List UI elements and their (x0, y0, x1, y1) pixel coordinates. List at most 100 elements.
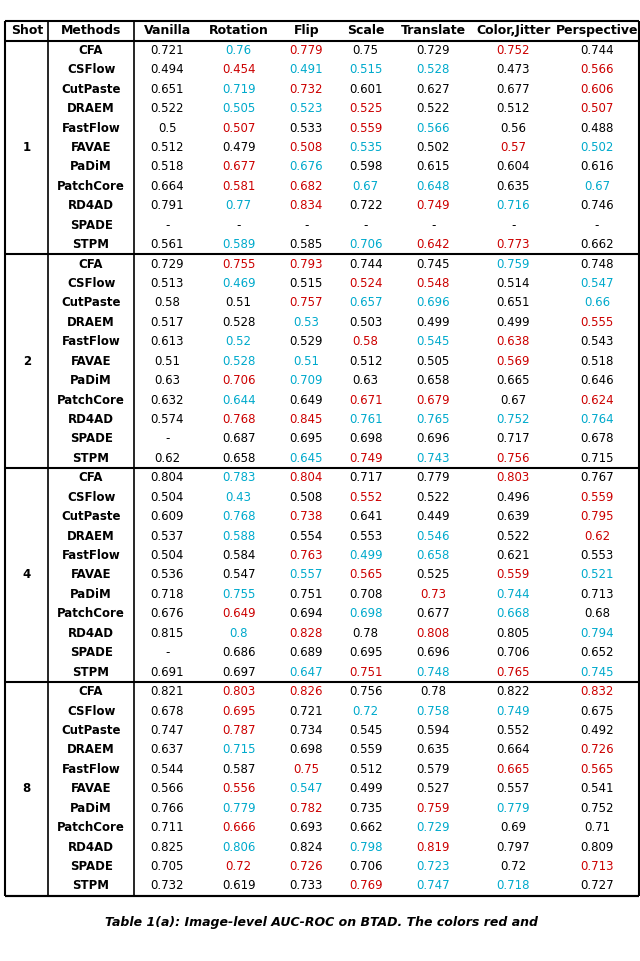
Text: 0.752: 0.752 (580, 801, 614, 815)
Text: 0.513: 0.513 (150, 277, 184, 290)
Text: 0.449: 0.449 (417, 510, 450, 523)
Text: 0.765: 0.765 (417, 413, 450, 426)
Text: 0.745: 0.745 (580, 666, 614, 678)
Text: 0.589: 0.589 (222, 238, 255, 251)
Text: 0.75: 0.75 (293, 763, 319, 776)
Text: 0.69: 0.69 (500, 821, 526, 834)
Text: PaDiM: PaDiM (70, 801, 112, 815)
Text: 0.718: 0.718 (497, 879, 530, 893)
Text: 0.647: 0.647 (289, 666, 323, 678)
Text: 0.651: 0.651 (150, 83, 184, 96)
Text: 0.696: 0.696 (417, 646, 450, 659)
Text: 0.706: 0.706 (222, 374, 255, 387)
Text: 0.559: 0.559 (580, 491, 614, 504)
Text: 0.621: 0.621 (497, 549, 530, 562)
Text: 0.743: 0.743 (417, 452, 450, 465)
Text: 0.604: 0.604 (497, 160, 530, 173)
Text: 0.504: 0.504 (150, 491, 184, 504)
Text: 0.541: 0.541 (580, 782, 614, 796)
Text: 0.522: 0.522 (497, 530, 530, 543)
Text: 0.63: 0.63 (353, 374, 379, 387)
Text: 0.791: 0.791 (150, 199, 184, 212)
Text: 0.666: 0.666 (222, 821, 255, 834)
Text: 0.53: 0.53 (293, 316, 319, 329)
Text: 0.797: 0.797 (497, 841, 530, 853)
Text: 0.755: 0.755 (222, 258, 255, 271)
Text: DRAEM: DRAEM (67, 744, 115, 756)
Text: 0.72: 0.72 (225, 860, 252, 873)
Text: Flip: Flip (294, 24, 319, 37)
Text: 0.696: 0.696 (417, 432, 450, 446)
Text: 0.546: 0.546 (417, 530, 450, 543)
Text: 0.559: 0.559 (497, 569, 530, 581)
Text: 0.649: 0.649 (289, 394, 323, 407)
Text: 0.517: 0.517 (150, 316, 184, 329)
Text: 0.744: 0.744 (580, 44, 614, 57)
Text: 0.748: 0.748 (417, 666, 450, 678)
Text: 0.687: 0.687 (222, 432, 255, 446)
Text: CFA: CFA (79, 258, 103, 271)
Text: Translate: Translate (401, 24, 466, 37)
Text: -: - (304, 219, 308, 232)
Text: 0.735: 0.735 (349, 801, 382, 815)
Text: -: - (511, 219, 515, 232)
Text: CSFlow: CSFlow (67, 63, 115, 76)
Text: 0.677: 0.677 (417, 607, 450, 621)
Text: 0.755: 0.755 (222, 588, 255, 601)
Text: 0.763: 0.763 (289, 549, 323, 562)
Text: 0.518: 0.518 (150, 160, 184, 173)
Text: Methods: Methods (61, 24, 121, 37)
Text: 0.713: 0.713 (580, 588, 614, 601)
Text: 0.559: 0.559 (349, 744, 382, 756)
Text: 1: 1 (23, 141, 31, 154)
Text: 0.58: 0.58 (154, 296, 180, 309)
Text: 0.494: 0.494 (150, 63, 184, 76)
Text: 0.719: 0.719 (222, 83, 255, 96)
Text: -: - (595, 219, 599, 232)
Text: 0.804: 0.804 (150, 471, 184, 484)
Text: 0.824: 0.824 (289, 841, 323, 853)
Text: 0.806: 0.806 (222, 841, 255, 853)
Text: 4: 4 (22, 569, 31, 581)
Text: 0.657: 0.657 (349, 296, 383, 309)
Text: 0.793: 0.793 (289, 258, 323, 271)
Text: 0.698: 0.698 (349, 432, 383, 446)
Text: 0.757: 0.757 (289, 296, 323, 309)
Text: 0.677: 0.677 (497, 83, 530, 96)
Text: 0.749: 0.749 (417, 199, 450, 212)
Text: RD4AD: RD4AD (68, 627, 114, 640)
Text: 0.522: 0.522 (417, 102, 450, 115)
Text: 0.637: 0.637 (150, 744, 184, 756)
Text: Scale: Scale (347, 24, 385, 37)
Text: 0.566: 0.566 (417, 121, 450, 135)
Text: 0.845: 0.845 (290, 413, 323, 426)
Text: RD4AD: RD4AD (68, 199, 114, 212)
Text: 0.499: 0.499 (497, 316, 530, 329)
Text: 0.535: 0.535 (349, 141, 382, 154)
Text: PaDiM: PaDiM (70, 588, 112, 601)
Text: 0.706: 0.706 (349, 238, 383, 251)
Text: 0.565: 0.565 (580, 763, 614, 776)
Text: 0.588: 0.588 (222, 530, 255, 543)
Text: 0.675: 0.675 (580, 704, 614, 718)
Text: 0.768: 0.768 (222, 510, 255, 523)
Text: 0.759: 0.759 (497, 258, 530, 271)
Text: 0.721: 0.721 (150, 44, 184, 57)
Text: 0.749: 0.749 (349, 452, 383, 465)
Text: 0.821: 0.821 (150, 685, 184, 698)
Text: 0.616: 0.616 (580, 160, 614, 173)
Text: PatchCore: PatchCore (57, 607, 125, 621)
Text: 0.479: 0.479 (222, 141, 255, 154)
Text: 0.706: 0.706 (349, 860, 383, 873)
Text: RD4AD: RD4AD (68, 413, 114, 426)
Text: 0.711: 0.711 (150, 821, 184, 834)
Text: PatchCore: PatchCore (57, 394, 125, 407)
Text: 0.71: 0.71 (584, 821, 610, 834)
Text: 0.492: 0.492 (580, 724, 614, 737)
Text: 0.689: 0.689 (289, 646, 323, 659)
Text: 0.769: 0.769 (349, 879, 383, 893)
Text: 0.751: 0.751 (289, 588, 323, 601)
Text: 0.587: 0.587 (222, 763, 255, 776)
Text: 0.709: 0.709 (289, 374, 323, 387)
Text: 0.733: 0.733 (290, 879, 323, 893)
